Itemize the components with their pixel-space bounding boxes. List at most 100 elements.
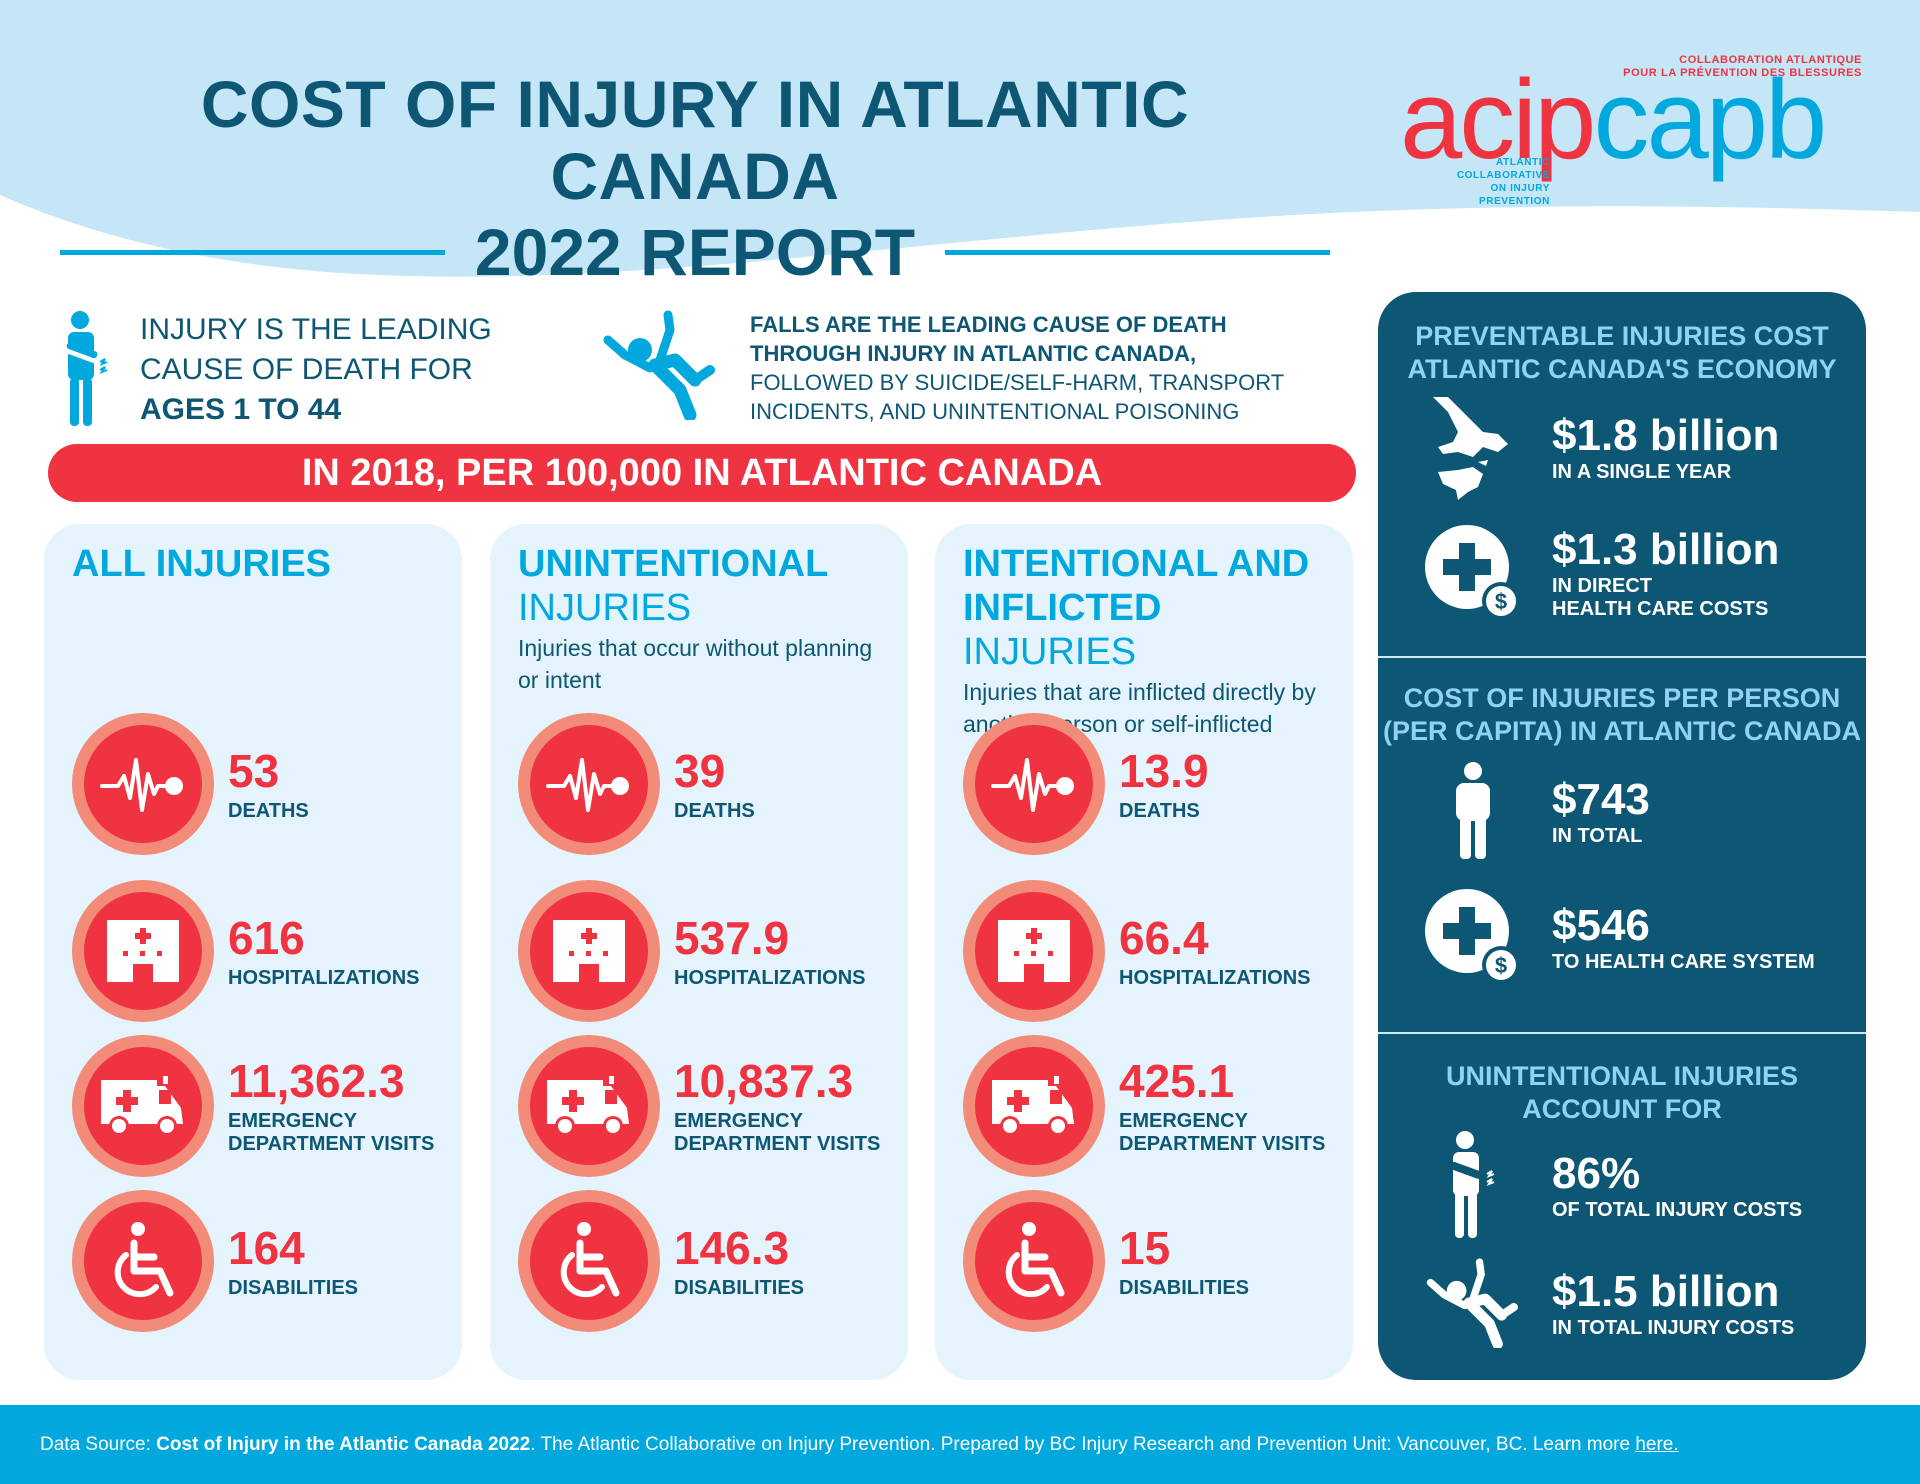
fact2-line-3: FOLLOWED BY SUICIDE/SELF-HARM, TRANSPORT — [750, 370, 1285, 395]
fact2-bold-line-2: THROUGH INJURY IN ATLANTIC CANADA, — [750, 341, 1197, 366]
stat-icon-circle — [963, 713, 1105, 855]
stat-row: 66.4 HOSPITALIZATIONS — [963, 880, 1343, 1022]
stat-label: EMERGENCY — [228, 1110, 357, 1132]
panel-section-economy: PREVENTABLE INJURIES COST ATLANTIC CANAD… — [1378, 292, 1866, 658]
ambulance-icon — [84, 1047, 202, 1165]
panel-heading: UNINTENTIONAL INJURIES ACCOUNT FOR — [1378, 1060, 1866, 1126]
column-all-injuries: ALL INJURIES 53 DEATHS 616 HOSPITALIZATIONS… — [44, 524, 462, 1380]
column-title-bold: ALL INJURIES — [72, 543, 332, 585]
panel-label: OF TOTAL INJURY COSTS — [1552, 1198, 1803, 1221]
stat-label: DEATHS — [1119, 799, 1200, 822]
column-intentional-injuries: INTENTIONAL AND INFLICTED INJURIES Injur… — [935, 524, 1353, 1380]
fact1-line-3: AGES 1 TO 44 — [140, 393, 342, 426]
logo-capb: capb — [1593, 57, 1827, 182]
wheelchair-icon — [530, 1202, 648, 1320]
report-title: COST OF INJURY IN ATLANTIC CANADA 2022 R… — [60, 68, 1330, 288]
ambulance-icon — [975, 1047, 1093, 1165]
intro-facts: INJURY IS THE LEADING CAUSE OF DEATH FOR… — [60, 300, 1360, 430]
panel-heading: PREVENTABLE INJURIES COST ATLANTIC CANAD… — [1378, 320, 1866, 386]
stat-value: 425.1 — [1119, 1055, 1235, 1107]
panel-section-per-capita: COST OF INJURIES PER PERSON (PER CAPITA)… — [1378, 658, 1866, 1034]
acipcapb-logo: COLLABORATION ATLANTIQUE POUR LA PRÉVENT… — [1400, 50, 1880, 207]
logo-english-line-1: ATLANTIC COLLABORATIVE — [1456, 157, 1550, 181]
panel-item-direct-health-costs: $ $1.3 billion IN DIRECT HEALTH CARE COS… — [1418, 518, 1779, 628]
panel-item-total-unintentional-cost: $1.5 billion IN TOTAL INJURY COSTS — [1418, 1248, 1794, 1358]
heartbeat-icon — [84, 725, 202, 843]
fact-falls-text: FALLS ARE THE LEADING CAUSE OF DEATH THR… — [750, 310, 1370, 426]
stat-icon-circle — [518, 1190, 660, 1332]
stat-text: 39 DEATHS — [674, 746, 755, 823]
stat-label: DISABILITIES — [1119, 1276, 1250, 1299]
column-header: ALL INJURIES — [72, 542, 446, 586]
panel-heading-line-1: PREVENTABLE INJURIES COST — [1415, 321, 1829, 351]
footer-prefix: Data Source: — [40, 1434, 157, 1455]
panel-item-text: 86% OF TOTAL INJURY COSTS — [1552, 1149, 1802, 1222]
economic-cost-panel: PREVENTABLE INJURIES COST ATLANTIC CANAD… — [1378, 292, 1866, 1380]
hospital-icon — [530, 892, 648, 1010]
stat-text: 66.4 HOSPITALIZATIONS — [1119, 913, 1310, 990]
logo-english-tagline: ATLANTIC COLLABORATIVE ON INJURY PREVENT… — [1430, 156, 1550, 208]
panel-heading: COST OF INJURIES PER PERSON (PER CAPITA)… — [1378, 682, 1866, 748]
stat-text: 15 DISABILITIES — [1119, 1223, 1249, 1300]
column-unintentional-injuries: UNINTENTIONAL INJURIES Injuries that occ… — [490, 524, 908, 1380]
stat-icon-circle — [72, 1190, 214, 1332]
stat-icon-circle — [72, 1035, 214, 1177]
logo-french-line-1: COLLABORATION ATLANTIQUE — [1679, 54, 1862, 66]
stat-value: 616 — [228, 911, 305, 964]
stat-icon-circle — [963, 1190, 1105, 1332]
title-rule-right — [945, 249, 1330, 255]
footer-description: . The Atlantic Collaborative on Injury P… — [530, 1434, 1636, 1455]
ambulance-icon — [530, 1047, 648, 1165]
fact-falls: FALLS ARE THE LEADING CAUSE OF DEATH THR… — [600, 310, 1370, 426]
stat-row: 425.1 EMERGENCY DEPARTMENT VISITS — [963, 1035, 1343, 1177]
panel-label: IN TOTAL INJURY COSTS — [1552, 1316, 1795, 1339]
stat-label: EMERGENCY — [674, 1110, 803, 1132]
health-cost-icon: $ — [1418, 882, 1528, 992]
stat-text: 13.9 DEATHS — [1119, 746, 1209, 823]
stat-value: 537.9 — [674, 911, 790, 964]
fact2-bold-line-1: FALLS ARE THE LEADING CAUSE OF DEATH — [750, 312, 1227, 337]
injured-person-icon — [1418, 1130, 1528, 1240]
stat-icon-circle — [72, 880, 214, 1022]
column-title: INTENTIONAL AND INFLICTED INJURIES — [963, 542, 1337, 674]
fact2-line-4: INCIDENTS, AND UNINTENTIONAL POISONING — [750, 399, 1240, 424]
learn-more-link[interactable]: here. — [1635, 1434, 1679, 1455]
stat-value: 146.3 — [674, 1221, 790, 1274]
panel-value: 86% — [1552, 1148, 1641, 1198]
per-100000-banner: IN 2018, PER 100,000 IN ATLANTIC CANADA — [48, 444, 1356, 502]
title-line-1: COST OF INJURY IN ATLANTIC CANADA — [200, 67, 1190, 213]
title-rule-left — [60, 249, 445, 255]
stat-text: 53 DEATHS — [228, 746, 309, 823]
header-wave-background — [0, 0, 1920, 277]
falling-person-icon — [1418, 1248, 1528, 1358]
logo-acip: acip — [1400, 57, 1596, 182]
logo-english-line-2: ON INJURY PREVENTION — [1478, 183, 1550, 207]
panel-value: $546 — [1552, 900, 1650, 950]
stat-text: 146.3 DISABILITIES — [674, 1223, 804, 1300]
panel-item-text: $743 IN TOTAL — [1552, 775, 1650, 848]
fact1-line-1: INJURY IS THE LEADING — [140, 313, 492, 346]
stat-value: 15 — [1119, 1221, 1171, 1274]
stat-row: 146.3 DISABILITIES — [518, 1190, 898, 1332]
panel-divider — [1378, 1032, 1866, 1034]
stat-text: 10,837.3 EMERGENCY DEPARTMENT VISITS — [674, 1056, 880, 1156]
panel-heading-line-2: ATLANTIC CANADA'S ECONOMY — [1407, 354, 1837, 384]
panel-section-unintentional-share: UNINTENTIONAL INJURIES ACCOUNT FOR 86% O… — [1378, 1034, 1866, 1380]
stat-row: 11,362.3 EMERGENCY DEPARTMENT VISITS — [72, 1035, 452, 1177]
stat-value: 13.9 — [1119, 744, 1209, 797]
panel-label-line-1: IN DIRECT — [1552, 575, 1652, 597]
atlantic-canada-map-icon — [1418, 392, 1528, 502]
title-line-2: 2022 REPORT — [474, 215, 916, 289]
logo-wordmark: acipcapb — [1400, 57, 1827, 182]
hospital-icon — [975, 892, 1093, 1010]
panel-item-text: $546 TO HEALTH CARE SYSTEM — [1552, 901, 1815, 974]
panel-value: $743 — [1552, 774, 1650, 824]
stat-label: EMERGENCY — [1119, 1110, 1248, 1132]
svg-text:$: $ — [1495, 953, 1507, 978]
stat-label: DEATHS — [228, 799, 309, 822]
column-title-bold-line-2: INFLICTED — [963, 587, 1162, 629]
health-cost-icon: $ — [1418, 518, 1528, 628]
stat-text: 616 HOSPITALIZATIONS — [228, 913, 419, 990]
stat-icon-circle — [963, 1035, 1105, 1177]
stat-label: HOSPITALIZATIONS — [674, 966, 866, 989]
